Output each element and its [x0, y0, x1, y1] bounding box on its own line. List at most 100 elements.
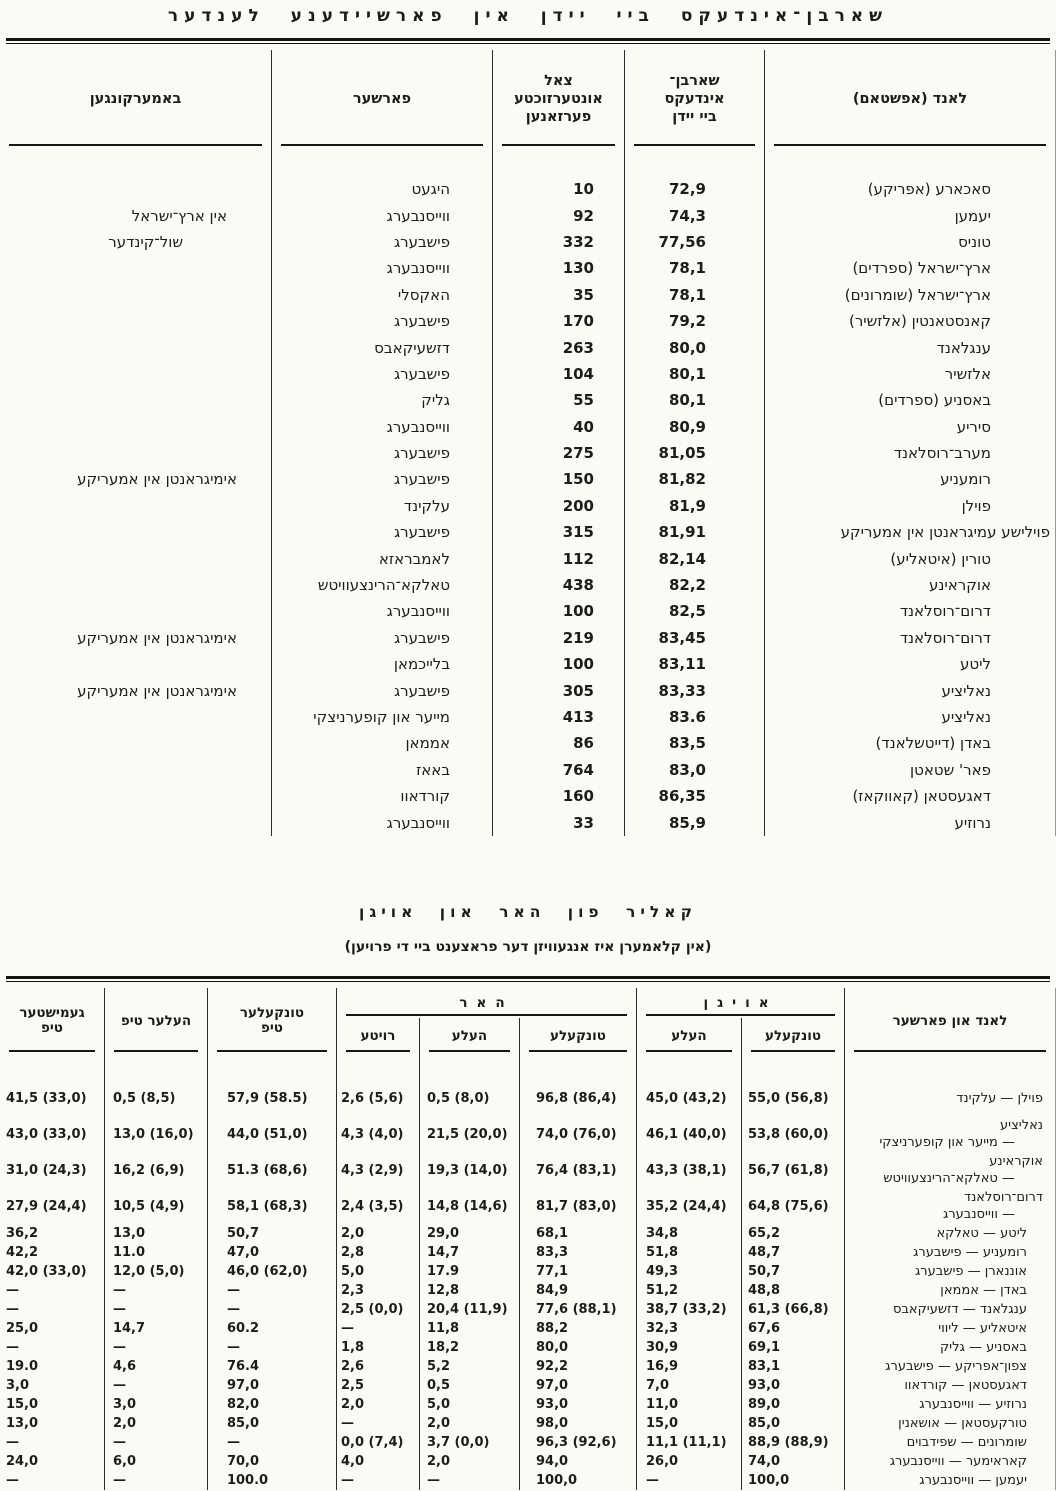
hair-light-cell: 14,7 — [418, 1243, 520, 1262]
count-cell: 764 — [492, 756, 625, 783]
index-cell: 83,0 — [624, 756, 765, 783]
country-line: יעמען — ווייסנבערג — [919, 1473, 1027, 1488]
country-cell: ארץ־ישראל (ספרדים) — [764, 255, 1056, 282]
header-light-type-label: העלער טיפ — [120, 1013, 192, 1029]
hair-dark-cell: 93,0 — [518, 1395, 637, 1414]
hair-dark-cell: 76,4 (83,1) — [518, 1152, 637, 1188]
header-underline — [528, 1050, 627, 1052]
researcher-cell: גליק — [271, 387, 493, 414]
header-eyes-light-label: העלע — [671, 1028, 707, 1044]
count-cell: 100 — [492, 651, 625, 678]
country-cell: סאכארע (אפריקע) — [764, 176, 1056, 203]
remark-cell — [0, 519, 272, 545]
count-cell: 100 — [492, 598, 625, 625]
hair-red-cell: 2,6 (5,6) — [335, 1080, 420, 1116]
table2-row: באסניע — גליק 69,1 30,9 80,0 18,2 1,8— — — — [0, 1338, 1056, 1357]
header-underline — [751, 1050, 835, 1052]
eyes-light-cell: 49,3 — [635, 1262, 742, 1281]
dark-type-cell: 58,1 (68,3) — [206, 1188, 337, 1224]
index-cell: 83,11 — [624, 651, 765, 678]
country-researcher-cell: באסניע — גליק — [844, 1338, 1056, 1357]
table2-title: קאליר פון האר און אויגן — [359, 903, 697, 921]
mixed-type-cell: 27,9 (24,4) — [5, 1198, 87, 1214]
spacer-row — [0, 1054, 1056, 1080]
country-researcher-cell: דאגעסטאן — קורדאוו — [844, 1376, 1056, 1395]
mixed-type-cell: 15,0 — [5, 1397, 39, 1412]
table1-row: באסניע (ספרדים) 80,1 55 גליק — [0, 387, 1056, 414]
eyes-light-cell: 35,2 (24,4) — [635, 1188, 742, 1224]
hair-red-cell: 1,8 — [335, 1338, 420, 1357]
researcher-cell: בלייכמאן — [271, 651, 493, 678]
country-cell: טוניס — [764, 228, 1056, 256]
header-mixed-type: געמישטער טיפ — [0, 988, 104, 1054]
remark-cell — [0, 809, 272, 835]
header-count: צאל אונטערזוכטע פערזאנען — [492, 50, 625, 148]
remark-cell — [0, 730, 272, 756]
hair-red-cell: 2,0 — [335, 1395, 420, 1414]
eyes-light-cell: 51,2 — [635, 1281, 742, 1300]
count-cell: 219 — [492, 624, 625, 652]
hair-dark-cell: 97,0 — [518, 1376, 637, 1395]
eyes-dark-cell: 100,0 — [741, 1471, 845, 1490]
country-researcher-cell: ענגלאנד — דזשעיקאבס — [844, 1300, 1056, 1319]
eyes-light-cell: 51,8 — [635, 1243, 742, 1262]
table2-row: פוילן — עלקינד 55,0 (56,8) 45,0 (43,2) 96,8… — [0, 1080, 1056, 1116]
dark-type-cell: — — [206, 1300, 337, 1319]
hair-light-cell: 19,3 (14,0) — [418, 1152, 520, 1188]
header-count-line1: צאל — [544, 73, 573, 89]
table1-row: רומעניע 81,82 150 פישבערג אימיגראנטן אין אמע… — [0, 466, 1056, 493]
count-cell: 315 — [492, 519, 625, 546]
remark-cell — [0, 414, 272, 440]
table1-row: טורין (איטאליע) 82,14 112 לאמבראזא — [0, 545, 1056, 572]
hair-red-cell: 2,5 — [335, 1376, 420, 1395]
eyes-dark-cell: 89,0 — [741, 1395, 845, 1414]
index-cell: 82,5 — [624, 598, 765, 625]
hair-light-cell: 11,8 — [418, 1319, 520, 1338]
count-cell: 55 — [492, 387, 625, 414]
table2-row: דרום־רוסלאנד — ווייסנבערג 64,8 (75,6) 35,2 … — [0, 1188, 1056, 1224]
hair-light-cell: 0,5 — [418, 1376, 520, 1395]
table1-row: ענגלאנד 80,0 263 דזשעיקאבס — [0, 334, 1056, 361]
eyes-light-cell: 7,0 — [635, 1376, 742, 1395]
table1-row: נאליציע 83.6 413 מייער און קופערניצקי — [0, 703, 1056, 731]
table2-subtitle: (אין קלאמערן איז אנגעוויזן דער פראצענט ב… — [344, 939, 712, 955]
researcher-line: — ווייסנבערג — [942, 1207, 1015, 1222]
hair-red-cell: 2,6 — [335, 1357, 420, 1376]
dark-type-cell: 44,0 (51,0) — [206, 1116, 337, 1152]
eyes-light-cell: 32,3 — [635, 1319, 742, 1338]
header-eyes-label: אויגן — [703, 995, 778, 1011]
hair-red-cell: 2,4 (3,5) — [335, 1188, 420, 1224]
remark-cell — [0, 387, 272, 413]
header-underline — [281, 144, 483, 146]
hair-dark-cell: 80,0 — [518, 1338, 637, 1357]
count-cell: 104 — [492, 360, 625, 388]
country-cell: ארץ־ישראל (שומרונים) — [764, 281, 1056, 308]
hair-red-cell: — — [335, 1471, 420, 1490]
table2-row: שומרונים — שפידבוים 88,9 (88,9) 11,1 (11,1… — [0, 1433, 1056, 1452]
country-cell: אוקראינע — [764, 571, 1056, 599]
country-researcher-cell: דרום־רוסלאנד — ווייסנבערג — [844, 1188, 1056, 1224]
country-cell: יעמען — [764, 202, 1056, 229]
header-remarks: באמערקונגען — [0, 50, 272, 148]
count-cell: 150 — [492, 466, 625, 493]
table1-row: קאנסטאנטין (אלזשיר) 79,2 170 פישבערג — [0, 307, 1056, 335]
count-cell: 413 — [492, 703, 625, 731]
light-type-cell: 2,0 — [103, 1414, 208, 1433]
country-cell: רומעניע — [764, 466, 1056, 493]
header-dark-type: טונקעלער טיפ — [206, 988, 337, 1054]
hair-red-cell: 2,3 — [335, 1281, 420, 1300]
hair-dark-cell: 88,2 — [518, 1319, 637, 1338]
index-cell: 81,05 — [624, 439, 765, 467]
mixed-type-cell: 3,0 — [5, 1378, 29, 1393]
index-cell: 83,33 — [624, 677, 765, 704]
eyes-light-cell: 38,7 (33,2) — [635, 1300, 742, 1319]
country-cell: פאר' שטאטן — [764, 756, 1056, 783]
table1-row: ארץ־ישראל (ספרדים) 78,1 130 ווייסנבערג — [0, 255, 1056, 282]
country-line: נרוזיע — ווייסנבערג — [919, 1397, 1027, 1412]
table2-header-sub-row: טונקעלע העלע טונקעלע העלע רויטע — [0, 1018, 1056, 1054]
country-line: קאראימער — ווייסנבערג — [889, 1454, 1027, 1469]
country-cell: קאנסטאנטין (אלזשיר) — [764, 307, 1056, 335]
light-type-cell: 4,6 — [103, 1357, 208, 1376]
country-researcher-cell: יעמען — ווייסנבערג — [844, 1471, 1056, 1490]
hair-dark-cell: 84,9 — [518, 1281, 637, 1300]
